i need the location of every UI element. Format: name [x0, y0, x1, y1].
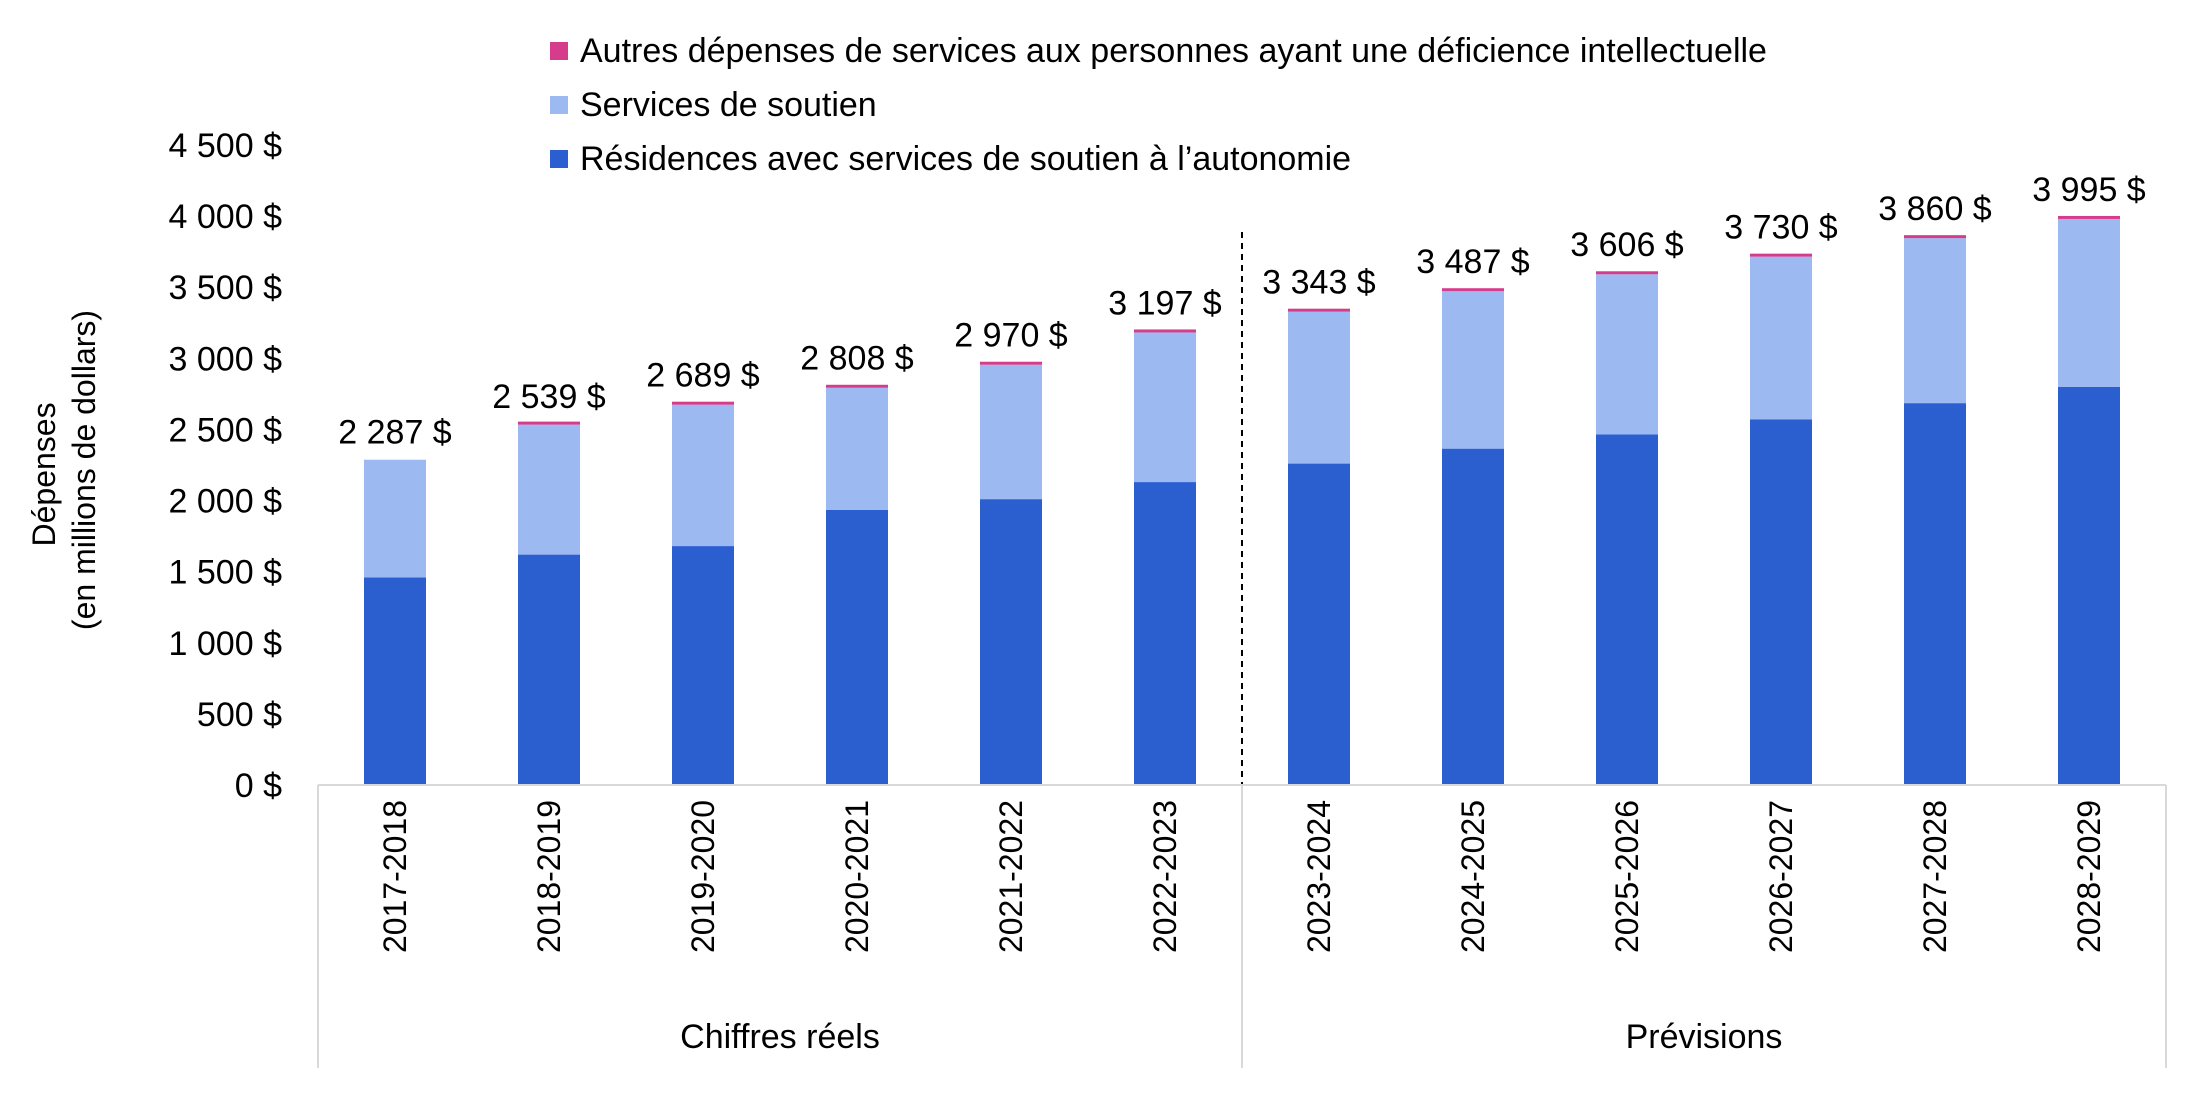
- bar-segment: [518, 421, 580, 425]
- group-label: Chiffres réels: [680, 1018, 880, 1056]
- bar-segment: [1134, 482, 1196, 785]
- bar-segment: [980, 361, 1042, 365]
- bar-segment: [2058, 386, 2120, 785]
- x-tick-label: 2028-2029: [2071, 800, 2107, 953]
- x-tick-label: 2017-2018: [377, 800, 413, 953]
- total-label: 3 197 $: [1108, 284, 1222, 322]
- bar-segment: [826, 509, 888, 785]
- bar-segment: [518, 424, 580, 555]
- total-label: 2 689 $: [646, 357, 760, 395]
- bar-segment: [1596, 434, 1658, 785]
- total-label: 3 343 $: [1262, 264, 1376, 302]
- bar-segment: [2058, 218, 2120, 387]
- legend-item-support-services: Services de soutien: [550, 78, 1767, 132]
- bar-segment: [1442, 291, 1504, 449]
- legend-label-residences: Résidences avec services de soutien à l’…: [580, 139, 1352, 178]
- bar-segment: [980, 499, 1042, 785]
- bar-segment: [1750, 256, 1812, 420]
- x-tick-label: 2021-2022: [993, 800, 1029, 953]
- total-label: 3 730 $: [1724, 209, 1838, 247]
- y-tick-label: 1 000 $: [169, 625, 283, 663]
- total-label: 3 606 $: [1570, 226, 1684, 264]
- bar-segment: [826, 384, 888, 388]
- y-tick-label: 4 500 $: [169, 127, 283, 165]
- x-tick-label: 2018-2019: [531, 800, 567, 953]
- x-tick-label: 2027-2028: [1917, 800, 1953, 953]
- y-tick-label: 2 000 $: [169, 483, 283, 521]
- bar-segment: [672, 546, 734, 785]
- bar-segment: [518, 554, 580, 785]
- bars: 2 287 $ 2 539 $ 2 689 $ 2 808 $ 2 970 $ 3 197…: [338, 171, 2146, 785]
- total-label: 3 487 $: [1416, 243, 1530, 281]
- total-label: 2 287 $: [338, 414, 452, 452]
- bar-segment: [1442, 288, 1504, 292]
- x-tick-label: 2023-2024: [1301, 800, 1337, 953]
- legend-item-residences: Résidences avec services de soutien à l’…: [550, 132, 1767, 186]
- y-tick-label: 4 000 $: [169, 198, 283, 236]
- bar-segment: [1288, 463, 1350, 785]
- bar-segment: [1750, 253, 1812, 257]
- bar-segment: [672, 404, 734, 547]
- y-tick-label: 3 000 $: [169, 340, 283, 378]
- bar-segment: [364, 459, 426, 578]
- total-label: 2 970 $: [954, 317, 1068, 355]
- y-axis-title-line-2: (en millions de dollars): [66, 310, 102, 630]
- x-tick-label: 2025-2026: [1609, 800, 1645, 953]
- bar-segment: [1596, 274, 1658, 435]
- y-tick-label: 3 500 $: [169, 269, 283, 307]
- y-tick-label: 500 $: [197, 696, 282, 734]
- bar-segment: [1904, 403, 1966, 785]
- bar-segment: [1288, 308, 1350, 312]
- bar-segment: [364, 577, 426, 785]
- legend-label-support-services: Services de soutien: [580, 85, 877, 124]
- bar-segment: [1134, 329, 1196, 333]
- bar-segment: [1134, 332, 1196, 483]
- legend-label-other: Autres dépenses de services aux personne…: [580, 31, 1767, 70]
- bar-segment: [1442, 448, 1504, 785]
- legend-swatch-other: [550, 42, 568, 60]
- bar-segment: [1904, 235, 1966, 239]
- group-label: Prévisions: [1626, 1018, 1783, 1056]
- x-tick-label: 2026-2027: [1763, 800, 1799, 953]
- y-axis-title-line-1: Dépenses: [26, 402, 62, 546]
- bar-segment: [1288, 311, 1350, 464]
- y-tick-label: 0 $: [235, 767, 282, 805]
- y-tick-label: 1 500 $: [169, 554, 283, 592]
- x-tick-label: 2019-2020: [685, 800, 721, 953]
- bar-segment: [1596, 271, 1658, 275]
- total-label: 2 539 $: [492, 378, 606, 416]
- bar-segment: [1750, 419, 1812, 785]
- legend-swatch-residences: [550, 150, 568, 168]
- legend: Autres dépenses de services aux personne…: [550, 24, 1767, 186]
- x-axis: 2017-2018 2018-2019 2019-2020 2020-2021 2021…: [317, 784, 2167, 1068]
- legend-swatch-support-services: [550, 96, 568, 114]
- total-label: 3 995 $: [2032, 171, 2146, 209]
- x-tick-label: 2022-2023: [1147, 800, 1183, 953]
- y-axis-title: Dépenses (en millions de dollars): [26, 310, 102, 630]
- total-label: 3 860 $: [1878, 190, 1992, 228]
- bar-segment: [2058, 215, 2120, 219]
- legend-item-other: Autres dépenses de services aux personne…: [550, 24, 1767, 78]
- bar-segment: [1904, 238, 1966, 404]
- x-tick-label: 2020-2021: [839, 800, 875, 953]
- bar-segment: [980, 364, 1042, 500]
- y-axis: 0 $ 500 $ 1 000 $ 1 500 $ 2 000 $ 2 500 $ 3 00…: [169, 127, 283, 805]
- bar-segment: [672, 401, 734, 405]
- total-label: 2 808 $: [800, 340, 914, 378]
- y-tick-label: 2 500 $: [169, 411, 283, 449]
- x-tick-label: 2024-2025: [1455, 800, 1491, 953]
- bar-segment: [826, 387, 888, 510]
